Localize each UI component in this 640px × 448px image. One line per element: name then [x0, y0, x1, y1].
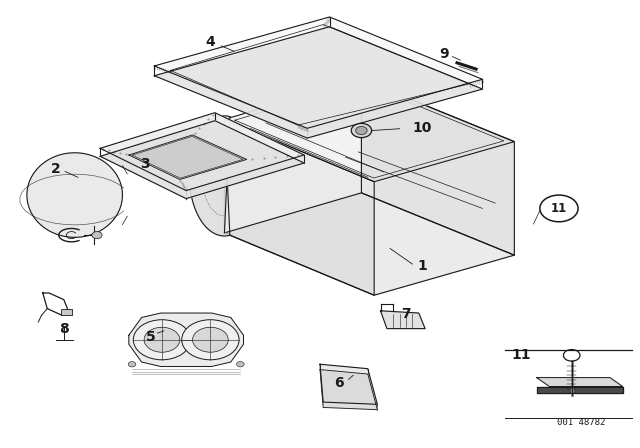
Polygon shape	[129, 313, 244, 366]
Text: 5: 5	[147, 330, 156, 344]
Polygon shape	[154, 17, 483, 128]
Circle shape	[144, 327, 180, 352]
Text: 9: 9	[440, 47, 449, 61]
Text: 7: 7	[401, 307, 411, 321]
Polygon shape	[225, 119, 374, 295]
Polygon shape	[381, 311, 425, 329]
Text: 3: 3	[140, 157, 150, 171]
Polygon shape	[27, 153, 122, 237]
Polygon shape	[129, 135, 246, 180]
Polygon shape	[100, 121, 304, 198]
Polygon shape	[320, 364, 378, 404]
Circle shape	[237, 362, 244, 367]
Polygon shape	[225, 193, 515, 295]
Circle shape	[133, 320, 191, 360]
Text: 6: 6	[334, 376, 344, 390]
FancyBboxPatch shape	[61, 310, 72, 315]
Polygon shape	[362, 79, 515, 255]
Text: 10: 10	[412, 121, 432, 135]
Circle shape	[92, 232, 102, 239]
Text: 8: 8	[59, 322, 68, 336]
Text: 11: 11	[551, 202, 567, 215]
Circle shape	[193, 327, 228, 352]
Text: 11: 11	[511, 349, 531, 362]
Text: 1: 1	[417, 259, 427, 273]
Polygon shape	[537, 387, 623, 393]
Text: 001 48782: 001 48782	[557, 418, 605, 426]
Circle shape	[182, 320, 239, 360]
Polygon shape	[225, 79, 515, 182]
Circle shape	[351, 123, 372, 138]
Polygon shape	[100, 113, 304, 190]
Text: 4: 4	[205, 35, 215, 49]
Polygon shape	[537, 378, 623, 387]
Circle shape	[356, 126, 367, 134]
Polygon shape	[320, 370, 378, 409]
Circle shape	[128, 362, 136, 367]
Polygon shape	[154, 27, 483, 138]
Text: 2: 2	[51, 162, 60, 176]
Polygon shape	[189, 116, 230, 236]
